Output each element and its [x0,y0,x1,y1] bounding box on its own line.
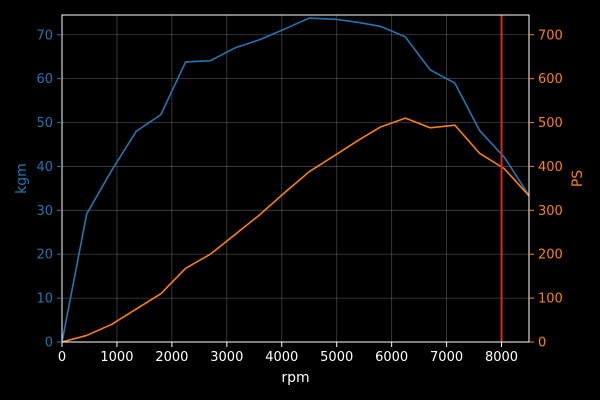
right-y-axis-ticks: 0 100 200 300 400 500 600 700 [529,28,563,351]
x-axis-ticks: 0 1000 2000 3000 4000 5000 6000 7000 8000 [58,342,518,365]
torque-series-line [61,17,530,343]
right-y-tick-label: 700 [538,28,563,43]
left-y-tick-label: 20 [36,248,53,263]
right-y-tick-label: 200 [538,248,563,263]
left-y-tick-label: 50 [36,116,53,131]
x-tick-label: 2000 [155,350,188,365]
left-y-tick-label: 10 [36,292,53,307]
x-tick-label: 6000 [375,350,408,365]
plot-frame [61,14,530,343]
left-y-axis-label: kgm [14,163,30,194]
right-y-tick-label: 0 [538,336,546,351]
x-tick-label: 3000 [210,350,243,365]
left-y-tick-label: 0 [45,336,53,351]
right-y-tick-label: 600 [538,72,563,87]
right-y-tick-label: 300 [538,204,563,219]
left-y-tick-label: 60 [36,72,53,87]
right-y-tick-label: 500 [538,116,563,131]
left-y-tick-label: 70 [36,28,53,43]
x-tick-label: 8000 [485,350,518,365]
x-tick-label: 0 [58,350,66,365]
x-tick-label: 4000 [265,350,298,365]
series-layer [61,17,530,343]
left-y-tick-label: 30 [36,204,53,219]
left-y-tick-label: 40 [36,160,53,175]
power-series-line [61,117,530,343]
left-y-axis-ticks: 0 10 20 30 40 50 60 70 [36,28,62,351]
right-y-tick-label: 100 [538,292,563,307]
x-tick-label: 1000 [100,350,133,365]
x-tick-label: 5000 [320,350,353,365]
right-y-tick-label: 400 [538,160,563,175]
x-axis-label: rpm [281,370,309,386]
grid [61,15,529,343]
x-tick-label: 7000 [430,350,463,365]
right-y-axis-label: PS [570,170,586,187]
